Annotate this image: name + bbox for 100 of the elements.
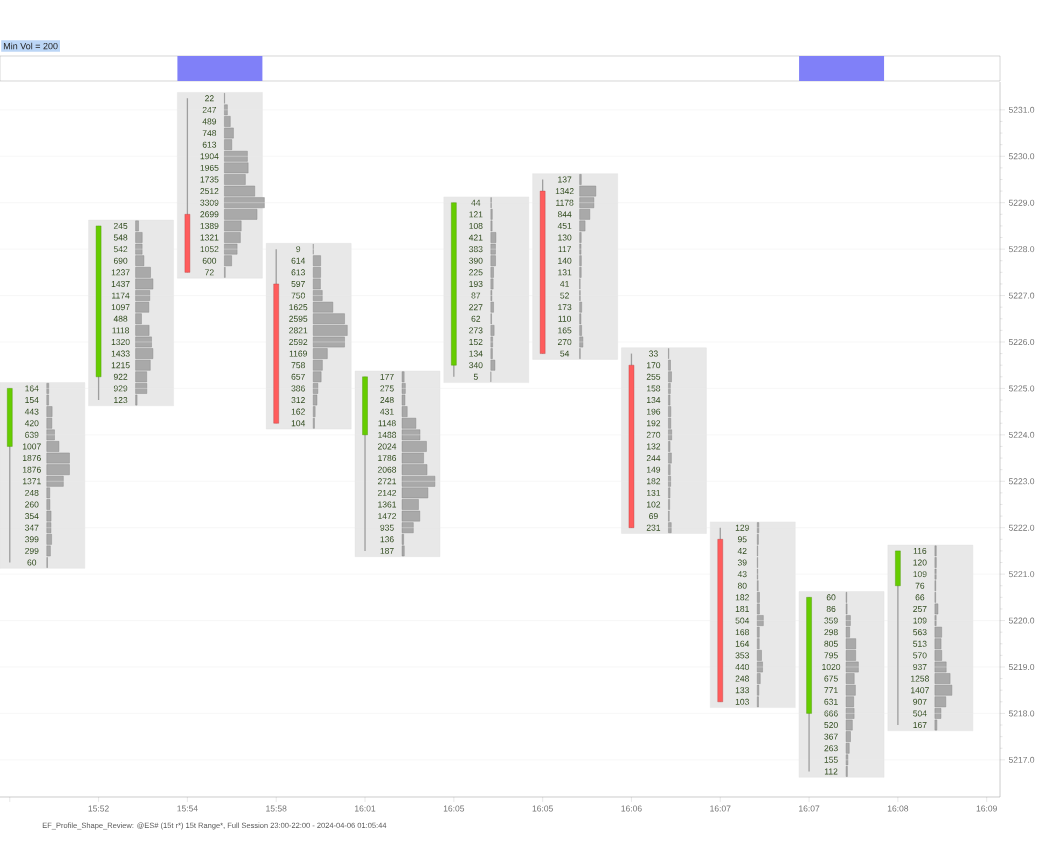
data-label: 273 xyxy=(469,327,483,334)
x-tick-label: 15:52 xyxy=(88,805,109,812)
y-tick-label: 5217.0 xyxy=(1008,756,1035,763)
data-label: 170 xyxy=(647,362,661,369)
data-label: 120 xyxy=(913,559,927,566)
data-label: 177 xyxy=(380,373,394,380)
data-label: 149 xyxy=(647,466,661,473)
data-label: 354 xyxy=(25,513,39,520)
data-label: 1472 xyxy=(378,513,397,520)
data-label: 639 xyxy=(25,431,39,438)
data-label: 657 xyxy=(291,373,305,380)
data-label: 844 xyxy=(557,211,572,218)
data-label: 257 xyxy=(913,605,927,612)
data-label: 1215 xyxy=(111,362,130,369)
data-label: 2024 xyxy=(377,443,397,450)
data-label: 420 xyxy=(24,420,39,427)
data-label: 399 xyxy=(25,536,39,543)
data-label: 383 xyxy=(469,246,483,253)
y-tick-label: 5229.0 xyxy=(1008,199,1035,206)
data-label: 421 xyxy=(468,234,483,241)
data-label: 359 xyxy=(824,617,838,624)
data-label: 935 xyxy=(380,524,394,531)
data-label: 158 xyxy=(647,385,661,392)
data-label: 54 xyxy=(560,350,570,357)
data-label: 155 xyxy=(824,756,838,763)
data-label: 86 xyxy=(826,605,836,612)
data-label: 154 xyxy=(25,397,39,403)
y-tick-label: 5222.0 xyxy=(1008,524,1035,531)
data-label: 270 xyxy=(646,431,661,438)
data-label: 504 xyxy=(735,617,750,624)
data-label: 1178 xyxy=(556,199,574,206)
data-label: 108 xyxy=(469,222,483,229)
data-label: 1876 xyxy=(22,455,41,462)
data-label: 929 xyxy=(113,385,128,392)
data-label: 76 xyxy=(915,582,925,589)
data-label: 231 xyxy=(646,524,661,531)
data-label: 196 xyxy=(647,408,661,415)
data-label: 87 xyxy=(471,292,481,299)
data-label: 312 xyxy=(291,397,305,404)
data-label: 690 xyxy=(113,257,128,264)
data-label: 2821 xyxy=(289,327,308,334)
data-label: 1148 xyxy=(378,420,396,427)
data-label: 167 xyxy=(913,722,927,729)
data-label: 613 xyxy=(202,141,217,148)
data-label: 102 xyxy=(647,501,661,508)
data-label: 613 xyxy=(291,269,305,276)
data-label: 103 xyxy=(735,698,749,705)
data-label: 1361 xyxy=(378,501,397,508)
data-label: 123 xyxy=(114,397,128,404)
data-label: 43 xyxy=(737,571,747,578)
data-label: 1625 xyxy=(289,304,308,311)
data-label: 137 xyxy=(558,176,572,183)
data-label: 69 xyxy=(649,513,658,520)
data-label: 548 xyxy=(113,234,128,241)
data-label: 489 xyxy=(202,118,217,125)
data-label: 1904 xyxy=(200,153,219,160)
data-label: 750 xyxy=(291,292,305,299)
data-label: 1258 xyxy=(911,675,929,682)
x-tick-label: 16:05 xyxy=(443,805,465,812)
data-label: 1118 xyxy=(112,327,130,334)
data-label: 563 xyxy=(913,629,927,636)
data-label: 1433 xyxy=(111,350,130,357)
data-label: 247 xyxy=(202,106,217,113)
data-label: 62 xyxy=(471,315,481,322)
data-label: 270 xyxy=(557,338,572,345)
data-label: 129 xyxy=(735,524,749,531)
data-label: 248 xyxy=(25,489,39,496)
x-tick-label: 16:08 xyxy=(887,805,909,812)
data-label: 225 xyxy=(469,269,483,276)
data-label: 130 xyxy=(558,234,572,241)
data-label: 1786 xyxy=(378,455,397,462)
x-tick-label: 15:54 xyxy=(177,805,198,812)
data-label: 2699 xyxy=(200,211,219,218)
y-tick-label: 5220.0 xyxy=(1008,617,1035,624)
data-label: 110 xyxy=(558,315,572,322)
data-label: 109 xyxy=(913,617,927,624)
data-label: 66 xyxy=(915,594,925,601)
data-label: 431 xyxy=(380,408,394,415)
data-label: 244 xyxy=(646,455,661,462)
data-label: 805 xyxy=(824,640,838,647)
data-label: 60 xyxy=(826,594,836,601)
data-label: 1174 xyxy=(112,292,130,299)
data-label: 1735 xyxy=(200,176,219,183)
y-tick-label: 5221.0 xyxy=(1008,571,1035,578)
data-label: 116 xyxy=(913,547,927,554)
data-label: 42 xyxy=(737,547,747,554)
data-label: 260 xyxy=(25,501,39,508)
data-label: 922 xyxy=(113,373,128,380)
data-label: 1007 xyxy=(22,443,41,450)
data-label: 245 xyxy=(113,222,128,229)
data-label: 1052 xyxy=(200,246,219,253)
data-label: 131 xyxy=(647,489,661,496)
data-label: 33 xyxy=(649,350,658,357)
data-label: 95 xyxy=(737,536,747,543)
data-label: 1169 xyxy=(289,350,307,357)
x-tick-label: 15:58 xyxy=(266,805,287,812)
data-label: 2068 xyxy=(377,466,397,473)
data-label: 248 xyxy=(735,675,749,682)
data-label: 1020 xyxy=(822,663,841,670)
data-label: 3309 xyxy=(200,199,219,206)
